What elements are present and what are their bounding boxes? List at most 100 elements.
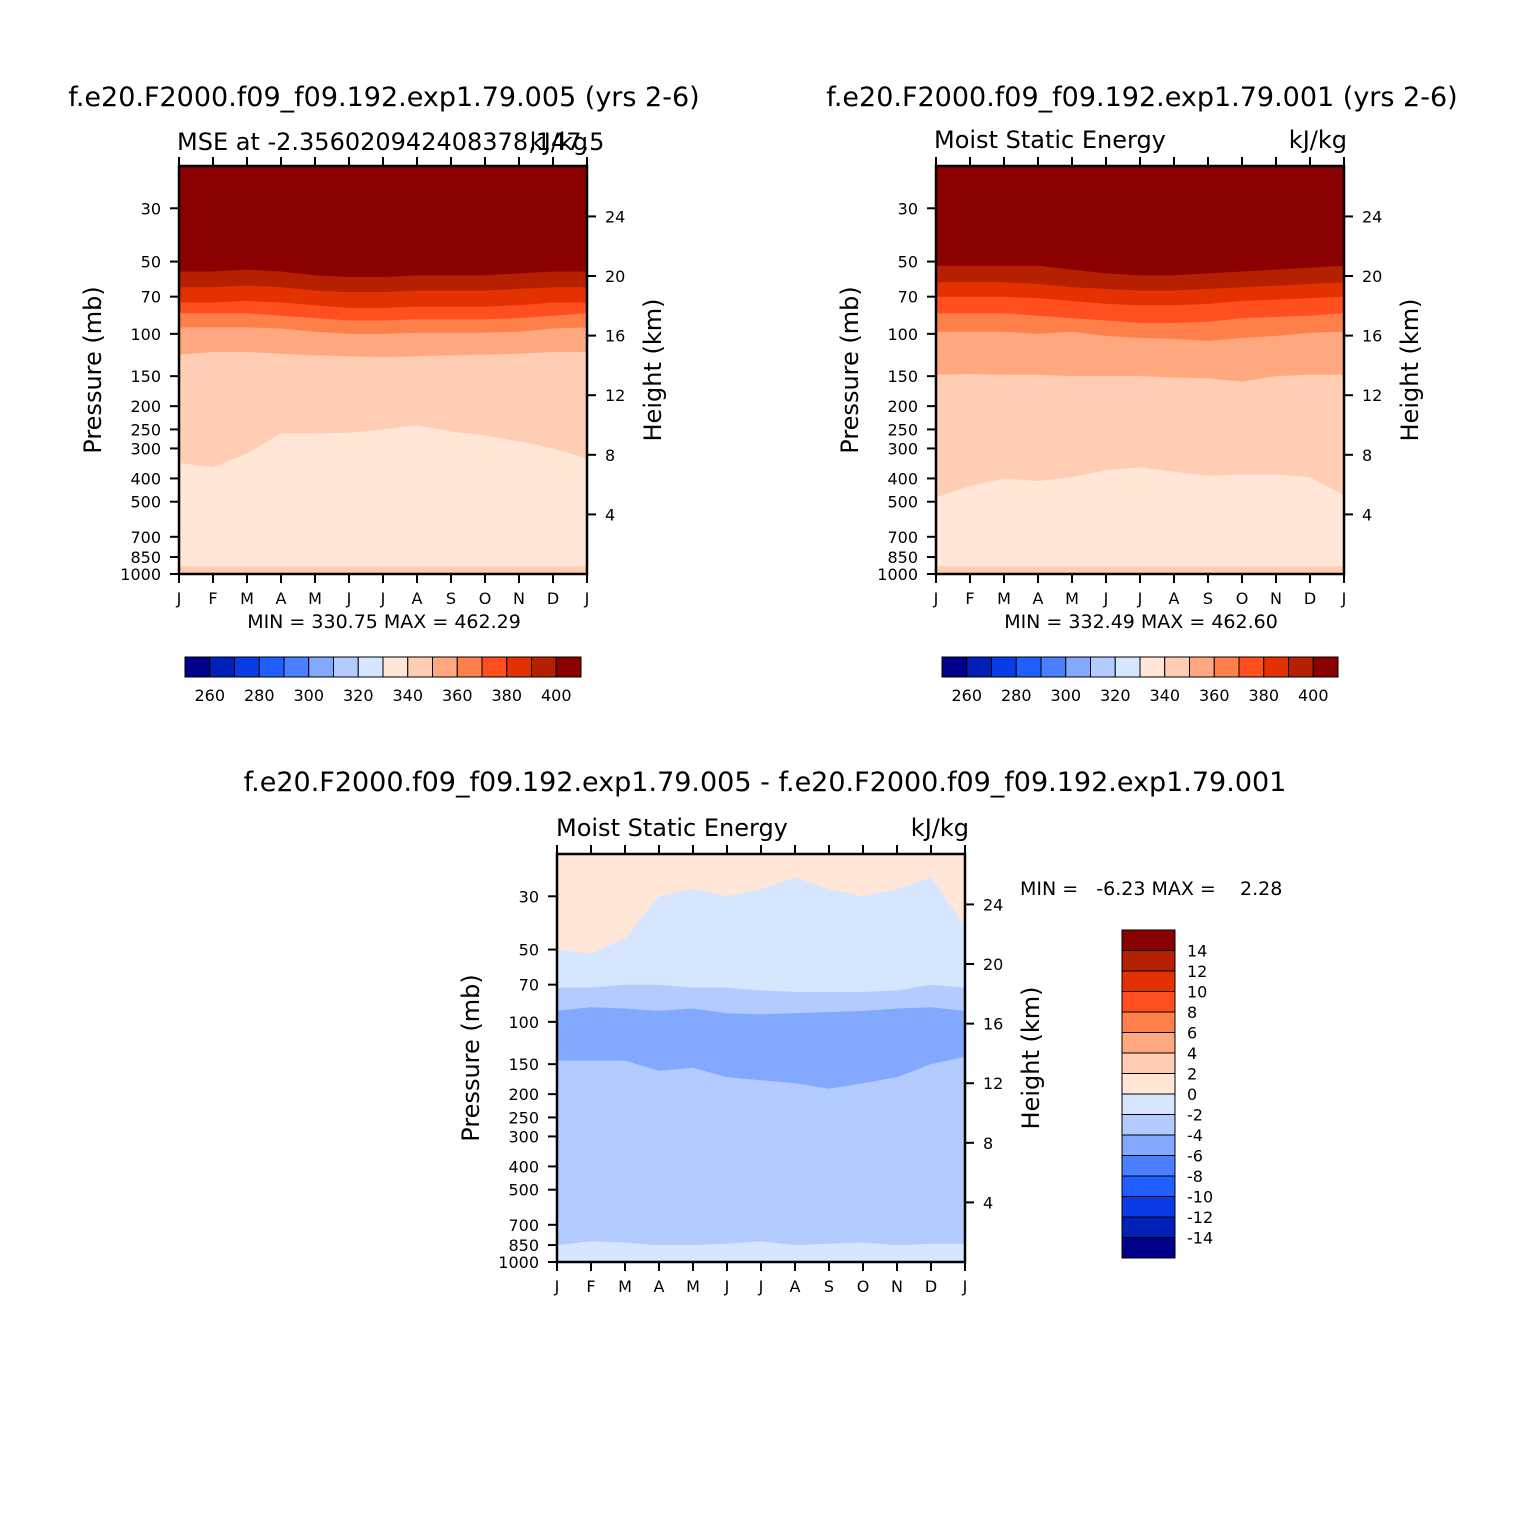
x-tick-label: A <box>412 589 423 608</box>
colorbar-box <box>1114 656 1141 678</box>
x-tick-label: M <box>240 589 254 608</box>
colorbar-box <box>456 656 483 678</box>
panel-1-colorbar: 260 280 300 320 340 360 380 400 <box>184 656 582 705</box>
pressure-tick-label: 50 <box>898 253 918 272</box>
panel-1-title: f.e20.F2000.f09_f09.192.exp1.79.005 (yrs… <box>68 82 699 113</box>
height-tick-label: 8 <box>605 446 615 465</box>
panel-2-left-label: Moist Static Energy <box>934 126 1166 154</box>
panel-3-left-label: Moist Static Energy <box>556 814 788 842</box>
pressure-tick-label: 500 <box>130 493 161 512</box>
colorbar-box <box>1121 1093 1176 1115</box>
y-axis-label: Pressure (mb) <box>836 286 864 453</box>
pressure-tick-label: 100 <box>508 1013 539 1032</box>
colorbar-label: 360 <box>1199 686 1230 705</box>
pressure-tick-label: 30 <box>141 199 161 218</box>
pressure-tick-label: 200 <box>130 397 161 416</box>
colorbar-label: -8 <box>1187 1167 1203 1186</box>
height-tick-label: 20 <box>983 955 1003 974</box>
pressure-tick-label: 150 <box>887 367 918 386</box>
pressure-tick-label: 250 <box>130 420 161 439</box>
x-tick-label: J <box>724 1277 730 1296</box>
contour-band->400 <box>179 166 587 277</box>
colorbar-box <box>1121 1196 1176 1218</box>
x-tick-label: M <box>686 1277 700 1296</box>
colorbar-box <box>966 656 992 678</box>
pressure-tick-label: 500 <box>508 1181 539 1200</box>
colorbar-label: 260 <box>194 686 225 705</box>
colorbar-label: 280 <box>244 686 275 705</box>
colorbar-label: 8 <box>1187 1003 1197 1022</box>
pressure-tick-label: 30 <box>898 199 918 218</box>
pressure-tick-label: 200 <box>887 397 918 416</box>
y-axis-label: Pressure (mb) <box>79 286 107 453</box>
y2-axis-label: Height (km) <box>1396 299 1424 442</box>
colorbar-label: -10 <box>1187 1188 1213 1207</box>
colorbar-label: 380 <box>491 686 522 705</box>
panel-2-stats: MIN = 332.49 MAX = 462.60 <box>1004 611 1278 633</box>
colorbar-box <box>333 656 359 678</box>
colorbar-box <box>1121 1155 1176 1177</box>
x-tick-label: J <box>346 589 352 608</box>
colorbar-box <box>308 656 334 678</box>
colorbar-box <box>1121 1011 1176 1033</box>
pressure-tick-label: 1000 <box>498 1253 539 1272</box>
height-tick-label: 24 <box>605 207 625 226</box>
colorbar-box <box>283 656 310 678</box>
colorbar-box <box>481 656 508 678</box>
pressure-tick-label: 850 <box>130 548 161 567</box>
x-tick-label: J <box>554 1277 560 1296</box>
y-axis-label: Pressure (mb) <box>457 974 485 1141</box>
pressure-tick-label: 300 <box>130 439 161 458</box>
panel-3-right-label: kJ/kg <box>911 814 969 842</box>
colorbar-label: -4 <box>1187 1126 1203 1145</box>
height-tick-label: 8 <box>983 1134 993 1153</box>
pressure-tick-label: 70 <box>898 288 918 307</box>
colorbar-box <box>258 656 285 678</box>
colorbar-box <box>1040 656 1067 678</box>
panel-2-right-label: kJ/kg <box>1289 126 1347 154</box>
colorbar-box <box>1121 1114 1176 1136</box>
pressure-tick-label: 50 <box>141 253 161 272</box>
x-tick-label: N <box>891 1277 903 1296</box>
x-tick-label: M <box>308 589 322 608</box>
x-tick-label: O <box>857 1277 870 1296</box>
x-tick-label: O <box>479 589 492 608</box>
x-tick-label: J <box>962 1277 968 1296</box>
x-tick-label: J <box>380 589 386 608</box>
colorbar-box <box>1312 656 1339 678</box>
panel-1-stats: MIN = 330.75 MAX = 462.29 <box>247 611 521 633</box>
colorbar-box <box>531 656 557 678</box>
contour-band-0-2 <box>557 854 965 954</box>
panel-3-title: f.e20.F2000.f09_f09.192.exp1.79.005 - f.… <box>244 767 1287 798</box>
height-tick-label: 16 <box>983 1015 1003 1034</box>
colorbar-box <box>1121 1237 1176 1259</box>
colorbar-label: 12 <box>1187 962 1207 981</box>
colorbar-label: 340 <box>1149 686 1180 705</box>
colorbar-label: -12 <box>1187 1208 1213 1227</box>
colorbar-box <box>1288 656 1314 678</box>
colorbar-box <box>1164 656 1190 678</box>
colorbar-label: -6 <box>1187 1147 1203 1166</box>
height-tick-label: 12 <box>605 386 625 405</box>
colorbar-label: 2 <box>1187 1065 1197 1084</box>
pressure-tick-label: 700 <box>508 1216 539 1235</box>
colorbar-label: 360 <box>442 686 473 705</box>
x-tick-label: S <box>824 1277 834 1296</box>
x-tick-label: J <box>176 589 182 608</box>
colorbar-label: 320 <box>343 686 374 705</box>
x-tick-label: J <box>758 1277 764 1296</box>
x-tick-label: A <box>790 1277 801 1296</box>
pressure-tick-label: 850 <box>508 1236 539 1255</box>
x-tick-label: F <box>586 1277 595 1296</box>
colorbar-label: 300 <box>1050 686 1081 705</box>
pressure-tick-label: 700 <box>130 528 161 547</box>
colorbar-box <box>506 656 532 678</box>
x-tick-label: J <box>584 589 590 608</box>
height-tick-label: 16 <box>605 327 625 346</box>
colorbar-box <box>184 656 211 678</box>
height-tick-label: 4 <box>1362 505 1372 524</box>
